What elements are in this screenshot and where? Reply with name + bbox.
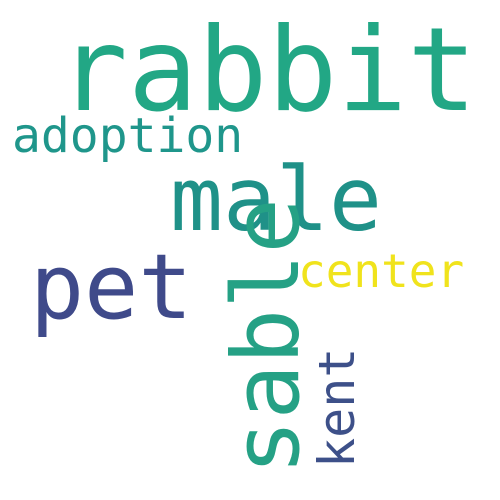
word-center: center: [298, 244, 464, 298]
word-male: male: [170, 148, 382, 251]
word-rabbit: rabbit: [58, 3, 477, 138]
word-pet: pet: [30, 235, 193, 340]
word-adoption: adoption: [12, 108, 243, 164]
word-sable: sable: [213, 198, 320, 475]
word-kent: kent: [308, 348, 366, 468]
